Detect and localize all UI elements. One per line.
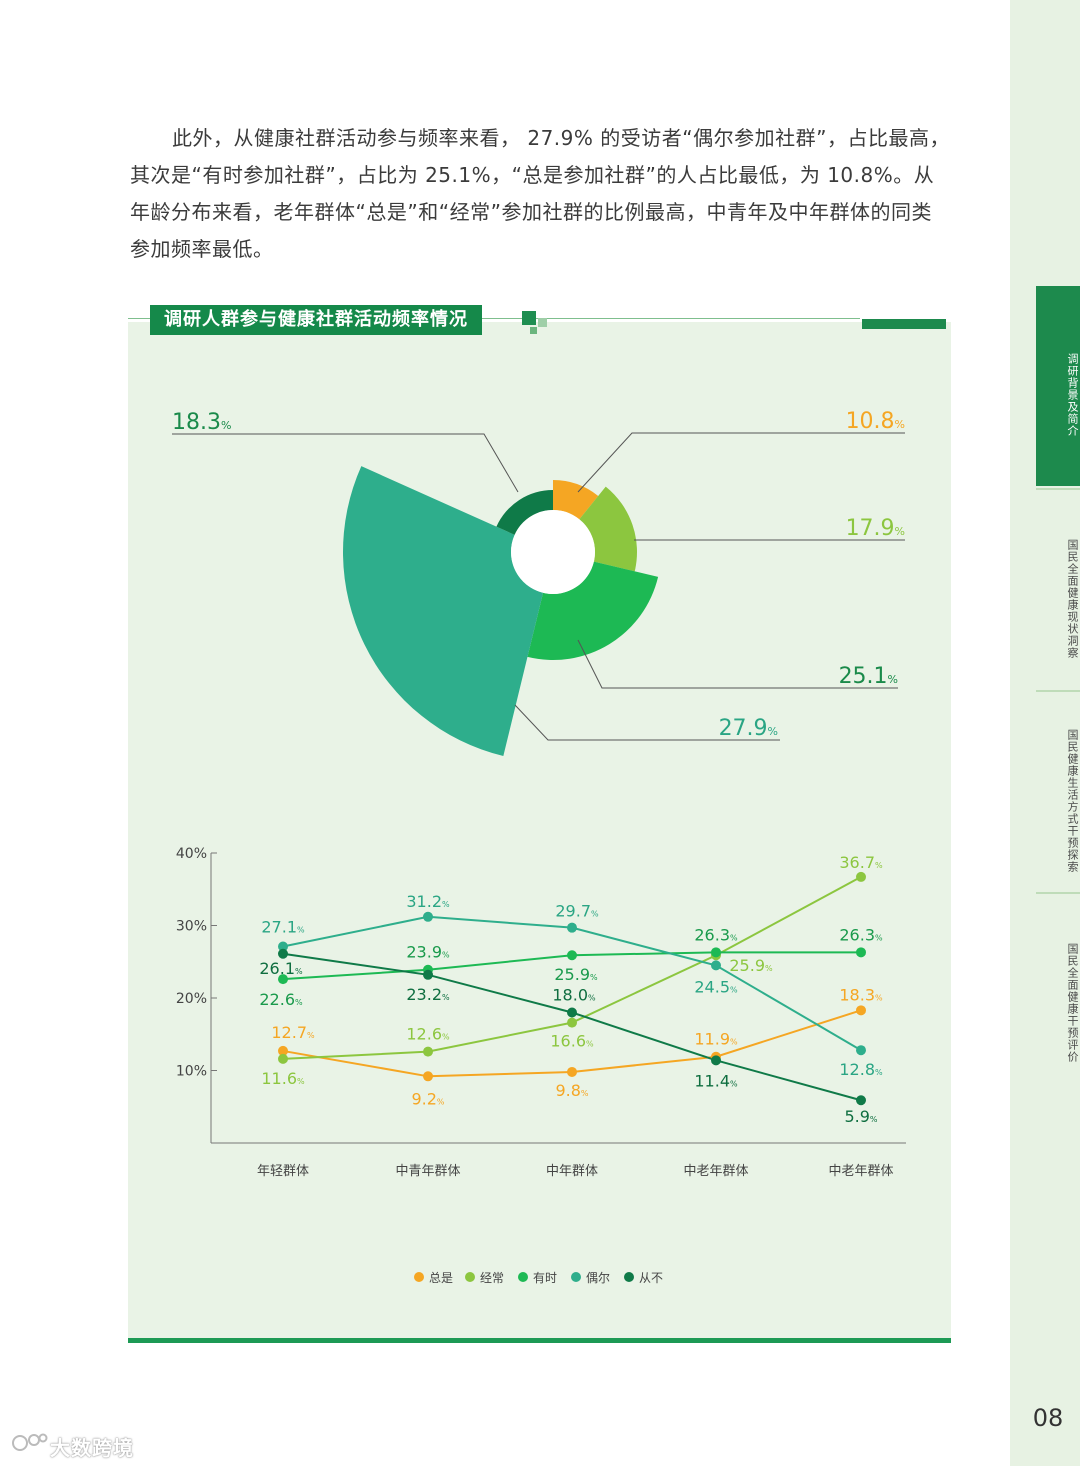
- line-point-never: [711, 1055, 721, 1066]
- line-data-label: 26.3%: [839, 925, 883, 944]
- intro-paragraph: 此外，从健康社群活动参与频率来看， 27.9% 的受访者“偶尔参加社群”，占比最…: [130, 126, 950, 261]
- line-point-often: [423, 1046, 433, 1057]
- legend-marker-occasionally: [571, 1272, 581, 1282]
- sidebar-tab-evaluation[interactable]: 国民全面健康干预评价: [1066, 943, 1079, 1063]
- sidebar-tab-lifestyle[interactable]: 国民健康生活方式干预探索: [1066, 729, 1079, 873]
- sidebar-tab-health-status[interactable]: 国民全面健康现状洞察: [1066, 539, 1079, 659]
- line-point-often: [856, 871, 866, 882]
- sidebar-tab-background[interactable]: 调研背景及简介: [1036, 286, 1080, 486]
- line-point-sometimes: [567, 950, 577, 961]
- line-data-label: 9.2%: [411, 1089, 444, 1108]
- line-data-label: 11.6%: [261, 1069, 305, 1088]
- line-point-always: [278, 1045, 288, 1056]
- line-data-label: 16.6%: [550, 1032, 594, 1051]
- watermark-logo-icon: [12, 1433, 48, 1451]
- rose-center-hole: [511, 510, 595, 594]
- line-point-occasionally: [567, 922, 577, 933]
- y-tick-label: 30%: [176, 919, 207, 935]
- line-data-label: 18.0%: [552, 986, 596, 1005]
- line-data-label: 18.3%: [839, 985, 883, 1004]
- line-point-sometimes: [278, 974, 288, 985]
- title-decoration: [522, 311, 536, 325]
- legend-marker-always: [414, 1272, 424, 1282]
- rose-leader-line: [514, 704, 780, 741]
- rose-slice-occasionally: [342, 466, 544, 757]
- rose-leader-line: [577, 432, 905, 493]
- line-data-label: 27.1%: [261, 918, 305, 937]
- line-data-label: 23.2%: [406, 985, 450, 1004]
- line-data-label: 31.2%: [406, 892, 450, 911]
- x-tick-label: 中青年群体: [395, 1164, 460, 1179]
- line-data-label: 5.9%: [844, 1107, 877, 1126]
- x-tick-label: 中老年群体: [683, 1164, 748, 1179]
- line-point-occasionally: [278, 941, 288, 952]
- title-decoration: [530, 327, 537, 334]
- legend-marker-never: [624, 1272, 634, 1282]
- line-point-occasionally: [711, 960, 721, 971]
- line-point-always: [423, 1071, 433, 1082]
- line-point-sometimes: [856, 947, 866, 958]
- line-data-label: 25.9%: [729, 956, 773, 975]
- line-data-label: 23.9%: [406, 943, 450, 962]
- line-point-sometimes: [711, 947, 721, 958]
- line-point-never: [856, 1095, 866, 1106]
- x-tick-label: 中老年群体: [828, 1164, 893, 1179]
- line-data-label: 11.9%: [694, 1030, 738, 1049]
- page-number: 08: [1032, 1404, 1064, 1432]
- rose-slice-sometimes: [527, 561, 659, 660]
- line-data-label: 25.9%: [554, 965, 598, 984]
- line-data-label: 26.3%: [694, 925, 738, 944]
- sidebar-divider: [1036, 488, 1080, 490]
- chapter-sidebar: [1010, 0, 1080, 1466]
- line-point-often: [567, 1017, 577, 1028]
- line-point-never: [423, 969, 433, 980]
- legend-label: 总是: [429, 1271, 453, 1285]
- line-data-label: 12.6%: [406, 1025, 450, 1044]
- sidebar-divider: [1036, 690, 1080, 692]
- x-tick-label: 中年群体: [546, 1164, 598, 1179]
- line-point-occasionally: [856, 1045, 866, 1056]
- rose-chart: 10.8%17.9%25.1%27.9%18.3%: [172, 409, 905, 757]
- y-tick-label: 10%: [176, 1064, 207, 1080]
- x-tick-label: 年轻群体: [257, 1164, 309, 1179]
- legend-label: 经常: [480, 1271, 504, 1285]
- legend-label: 偶尔: [586, 1270, 610, 1285]
- line-data-label: 24.5%: [694, 977, 738, 996]
- y-tick-label: 20%: [176, 991, 207, 1007]
- line-chart: 10% 20% 30% 40% 年轻群体 中青年群体 中年群体 中老年群体 中老年群体 12.7%…: [176, 846, 906, 1285]
- panel-top-accent: [862, 319, 946, 329]
- watermark-text: 大数跨境: [50, 1436, 134, 1460]
- line-data-label: 29.7%: [555, 902, 599, 921]
- legend-label: 有时: [533, 1271, 557, 1285]
- line-point-never: [278, 948, 288, 959]
- line-data-label: 11.4%: [694, 1071, 738, 1090]
- line-point-always: [567, 1066, 577, 1077]
- legend-marker-sometimes: [518, 1272, 528, 1282]
- rose-leader-line: [577, 639, 898, 689]
- rose-slice-never: [496, 490, 553, 535]
- line-data-label: 9.8%: [555, 1081, 588, 1100]
- legend-label: 从不: [639, 1271, 663, 1285]
- chart-section-title: 调研人群参与健康社群活动频率情况: [150, 305, 482, 335]
- title-decoration: [538, 318, 547, 327]
- line-data-label: 26.1%: [259, 959, 303, 978]
- legend-marker-often: [465, 1272, 475, 1282]
- line-point-always: [856, 1005, 866, 1016]
- line-data-label: 36.7%: [839, 853, 883, 872]
- panel-top-line: [128, 318, 860, 319]
- line-point-never: [567, 1007, 577, 1018]
- rose-slice-often: [579, 486, 638, 572]
- rose-slice-always: [553, 480, 599, 520]
- line-point-occasionally: [423, 911, 433, 922]
- line-data-label: 12.7%: [271, 1023, 315, 1042]
- line-data-label: 22.6%: [259, 990, 303, 1009]
- y-tick-label: 40%: [176, 846, 207, 862]
- rose-leader-line: [172, 433, 519, 493]
- line-data-label: 12.8%: [839, 1060, 883, 1079]
- line-point-often: [278, 1053, 288, 1064]
- sidebar-divider: [1036, 892, 1080, 894]
